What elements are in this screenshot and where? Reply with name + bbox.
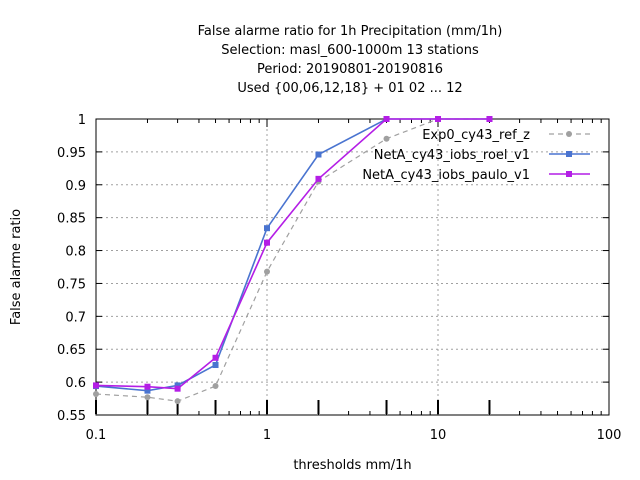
legend-label: Exp0_cy43_ref_z — [422, 128, 530, 143]
data-point — [264, 239, 270, 246]
legend-label: NetA_cy43_iobs_roel_v1 — [374, 148, 530, 163]
legend-marker — [566, 131, 572, 137]
data-point — [212, 362, 219, 369]
y-tick-label: 0.75 — [57, 277, 86, 292]
x-tick-label: 100 — [597, 428, 622, 443]
grid — [96, 119, 609, 415]
data-point — [212, 383, 219, 390]
data-point — [212, 354, 219, 361]
y-tick-label: 0.6 — [65, 376, 86, 391]
legend-marker — [566, 151, 572, 157]
data-point — [144, 394, 151, 401]
title-line-2: Selection: masl_600-1000m 13 stations — [221, 43, 479, 58]
data-point — [435, 116, 441, 122]
data-point — [264, 225, 270, 232]
title-line-1: False alarme ratio for 1h Precipitation … — [198, 24, 503, 39]
data-point — [93, 390, 99, 397]
data-point — [174, 398, 181, 405]
plot-frame — [95, 118, 610, 416]
y-tick-label: 0.7 — [65, 310, 86, 325]
data-point — [174, 385, 181, 392]
data-point — [383, 135, 390, 142]
legend-marker — [566, 171, 572, 177]
y-tick-label: 0.65 — [57, 343, 86, 358]
data-point — [93, 382, 99, 389]
data-point — [264, 268, 270, 275]
x-tick-label: 10 — [430, 428, 447, 443]
x-tick-label: 0.1 — [86, 428, 107, 443]
data-point — [383, 116, 390, 122]
data-point — [315, 175, 322, 182]
title-line-4: Used {00,06,12,18} + 01 02 ... 12 — [237, 81, 462, 96]
x-tick-label: 1 — [263, 428, 271, 443]
y-tick-label: 1 — [78, 113, 86, 128]
y-tick-label: 0.9 — [65, 179, 86, 194]
chart-title: False alarme ratio for 1h Precipitation … — [198, 24, 503, 96]
sample-markers — [95, 400, 491, 414]
series — [93, 116, 493, 405]
legend: Exp0_cy43_ref_z NetA_cy43_iobs_roel_v1 Net… — [362, 128, 590, 183]
y-tick-label: 0.55 — [57, 409, 86, 424]
data-point — [144, 383, 151, 390]
legend-label: NetA_cy43_iobs_paulo_v1 — [362, 168, 530, 183]
data-point — [486, 116, 493, 122]
data-point — [174, 382, 181, 389]
y-tick-label: 0.85 — [57, 212, 86, 227]
axis-ticks: 0.55 0.6 0.65 0.7 0.75 0.8 0.85 0.9 0.95 1 0.1 1 10 1… — [57, 113, 621, 443]
data-point — [144, 387, 151, 394]
series-3 — [93, 116, 493, 392]
series-line — [95, 118, 490, 402]
x-axis-label: thresholds mm/1h — [293, 458, 411, 473]
y-axis-label: False alarme ratio — [9, 209, 24, 325]
y-tick-label: 0.8 — [65, 245, 86, 260]
title-line-3: Period: 20190801-20190816 — [257, 62, 443, 77]
y-tick-label: 0.95 — [57, 146, 86, 161]
data-point — [315, 151, 322, 158]
